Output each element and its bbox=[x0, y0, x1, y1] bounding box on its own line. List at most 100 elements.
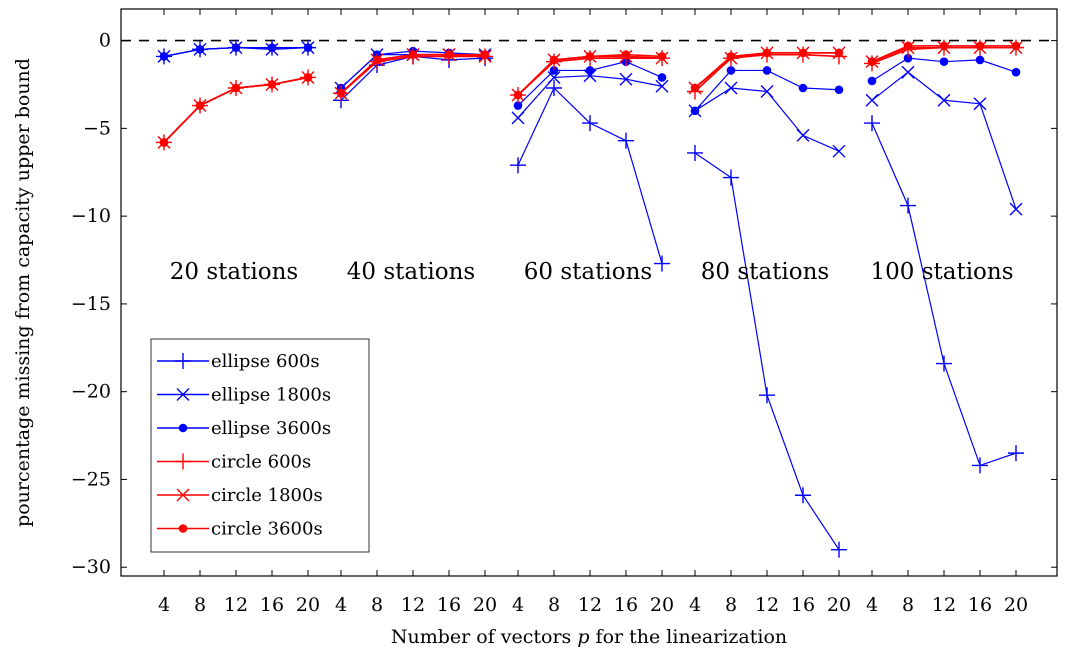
x-tick-label: 8 bbox=[725, 594, 737, 616]
y-tick-label: −10 bbox=[71, 205, 111, 227]
data-point-ellipse-3600 bbox=[267, 43, 277, 52]
x-tick-label: 20 bbox=[473, 594, 497, 616]
group-label: 80 stations bbox=[701, 259, 829, 285]
data-point-ellipse-3600 bbox=[690, 106, 700, 116]
data-point-circle-3600 bbox=[159, 138, 169, 147]
legend-box bbox=[150, 338, 370, 553]
data-point-ellipse-3600 bbox=[867, 76, 877, 86]
legend-swatch-marker bbox=[175, 353, 191, 369]
data-point-ellipse-3600 bbox=[975, 55, 985, 65]
data-point-ellipse-1800 bbox=[655, 79, 669, 93]
x-tick-label: 8 bbox=[371, 594, 383, 616]
x-tick-label: 4 bbox=[512, 594, 524, 616]
data-point-circle-3600 bbox=[1011, 41, 1021, 51]
series-line-ellipse-1800 bbox=[694, 87, 840, 152]
series-line-ellipse-1800 bbox=[517, 75, 663, 119]
data-point-circle-3600 bbox=[762, 48, 772, 58]
legend-swatch-marker bbox=[175, 453, 191, 470]
data-point-ellipse-1800 bbox=[937, 93, 951, 107]
legend-swatch-marker bbox=[178, 423, 188, 433]
data-point-ellipse-3600 bbox=[513, 101, 523, 110]
data-point-circle-3600 bbox=[372, 55, 382, 65]
legend-entry: circle 3600s bbox=[211, 519, 323, 540]
data-point-ellipse-600 bbox=[972, 457, 988, 474]
group-label: 100 stations bbox=[870, 259, 1013, 285]
data-point-ellipse-600 bbox=[654, 255, 670, 272]
data-point-circle-3600 bbox=[621, 50, 631, 59]
x-axis-label: Number of vectors p for the linearizatio… bbox=[391, 626, 787, 648]
data-point-circle-3600 bbox=[867, 57, 877, 66]
data-point-circle-3600 bbox=[726, 52, 736, 61]
data-point-circle-3600 bbox=[444, 50, 454, 59]
data-point-ellipse-1800 bbox=[511, 111, 525, 125]
plot-frame bbox=[120, 8, 1058, 577]
data-point-circle-3600 bbox=[903, 41, 913, 51]
data-point-circle-3600 bbox=[834, 48, 844, 58]
legend-entry: ellipse 600s bbox=[211, 351, 320, 372]
legend-entry: circle 600s bbox=[211, 452, 311, 473]
x-tick-label: 16 bbox=[968, 594, 992, 616]
data-point-ellipse-1800 bbox=[1009, 202, 1023, 216]
data-point-ellipse-3600 bbox=[231, 43, 241, 52]
data-point-circle-3600 bbox=[975, 41, 985, 51]
x-tick-label: 8 bbox=[548, 594, 560, 616]
x-tick-label: 4 bbox=[866, 594, 878, 616]
data-point-ellipse-3600 bbox=[903, 53, 913, 63]
y-tick-label: −15 bbox=[71, 293, 111, 315]
x-tick-label: 20 bbox=[296, 594, 320, 616]
data-point-circle-3600 bbox=[408, 50, 418, 59]
x-axis-label-var: p bbox=[577, 626, 589, 648]
y-tick-label: −30 bbox=[71, 556, 111, 578]
data-point-circle-3600 bbox=[657, 52, 667, 61]
x-tick-label: 12 bbox=[224, 594, 248, 616]
x-tick-label: 4 bbox=[689, 594, 701, 616]
y-tick-label: −5 bbox=[83, 117, 111, 139]
x-axis-label-suffix: for the linearization bbox=[590, 626, 788, 648]
data-point-ellipse-3600 bbox=[657, 73, 667, 82]
x-tick-label: 16 bbox=[791, 594, 815, 616]
x-tick-label: 20 bbox=[827, 594, 851, 616]
series-line-ellipse-600 bbox=[694, 152, 840, 550]
x-tick-label: 12 bbox=[578, 594, 602, 616]
data-point-ellipse-600 bbox=[546, 79, 562, 96]
x-tick-label: 16 bbox=[437, 594, 461, 616]
data-point-ellipse-600 bbox=[759, 387, 775, 404]
data-point-ellipse-600 bbox=[831, 541, 847, 558]
legend-swatch-marker bbox=[176, 488, 190, 502]
data-point-ellipse-3600 bbox=[798, 83, 808, 93]
data-point-ellipse-3600 bbox=[303, 43, 313, 52]
data-point-ellipse-600 bbox=[723, 169, 739, 186]
y-tick-label: −20 bbox=[71, 381, 111, 403]
data-point-circle-3600 bbox=[939, 41, 949, 51]
data-point-ellipse-1800 bbox=[973, 97, 987, 111]
x-tick-label: 8 bbox=[902, 594, 914, 616]
data-point-ellipse-3600 bbox=[585, 66, 595, 75]
data-point-ellipse-600 bbox=[510, 157, 526, 174]
data-point-ellipse-1800 bbox=[619, 72, 633, 86]
data-point-ellipse-3600 bbox=[1011, 67, 1021, 77]
legend-entry: ellipse 3600s bbox=[211, 418, 331, 439]
data-point-ellipse-600 bbox=[795, 487, 811, 504]
y-tick-label: 0 bbox=[99, 30, 111, 52]
group-label: 40 stations bbox=[347, 259, 475, 285]
legend-swatch-marker bbox=[176, 388, 190, 401]
data-point-ellipse-600 bbox=[687, 144, 703, 161]
data-point-ellipse-1800 bbox=[901, 65, 915, 79]
data-point-ellipse-3600 bbox=[762, 66, 772, 75]
data-point-ellipse-3600 bbox=[195, 45, 205, 54]
data-point-ellipse-1800 bbox=[832, 144, 846, 158]
x-tick-label: 12 bbox=[401, 594, 425, 616]
data-point-ellipse-1800 bbox=[865, 93, 879, 107]
y-tick-label: −25 bbox=[71, 468, 111, 490]
legend-entry: circle 1800s bbox=[211, 485, 323, 506]
data-point-circle-3600 bbox=[336, 88, 346, 98]
data-point-ellipse-600 bbox=[864, 115, 880, 132]
data-point-ellipse-1800 bbox=[724, 81, 738, 95]
series-line-ellipse-600 bbox=[517, 86, 663, 264]
data-point-ellipse-3600 bbox=[159, 52, 169, 61]
data-point-circle-3600 bbox=[303, 73, 313, 82]
data-point-ellipse-600 bbox=[618, 132, 634, 149]
series-line-ellipse-600 bbox=[871, 122, 1017, 467]
data-point-circle-3600 bbox=[549, 55, 559, 65]
